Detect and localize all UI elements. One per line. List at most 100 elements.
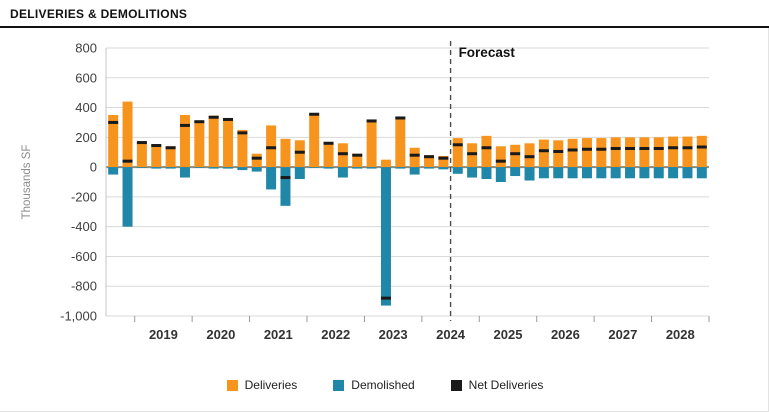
section-header: DELIVERIES & DEMOLITIONS (0, 0, 769, 28)
net-deliveries-marker (266, 146, 277, 150)
year-label: 2023 (379, 327, 408, 342)
net-deliveries-marker (352, 153, 363, 157)
y-tick-label: 600 (75, 70, 97, 85)
y-tick-label: -200 (71, 189, 97, 204)
demolished-bar (438, 167, 449, 170)
deliveries-bar (653, 137, 664, 168)
demolished-bar (352, 167, 363, 169)
demolished-bar (581, 167, 592, 179)
y-tick-label: -600 (71, 249, 97, 264)
demolished-bar (266, 167, 277, 190)
deliveries-bar (380, 159, 391, 168)
year-label: 2027 (608, 327, 637, 342)
demolished-bar (510, 167, 521, 177)
demolished-bar (639, 167, 650, 179)
y-tick-label: -800 (71, 279, 97, 294)
deliveries-bar (122, 101, 133, 168)
demolished-bar (223, 167, 234, 169)
legend-label-deliveries: Deliveries (244, 378, 298, 392)
deliveries-swatch-icon (226, 379, 238, 391)
demolished-bar (194, 167, 205, 168)
chart-canvas: -1,000 -800 -600 -400 -200 0 200 400 600 800 Forec… (21, 41, 710, 342)
demolished-bar (395, 167, 406, 169)
demolished-bar (467, 167, 478, 178)
deliveries-bar (625, 137, 636, 168)
deliveries-bar (581, 138, 592, 168)
demolished-bar (524, 167, 535, 181)
demolished-bar (452, 167, 463, 174)
net-deliveries-marker (481, 146, 492, 150)
net-deliveries-marker (682, 146, 693, 150)
net-deliveries-marker (653, 147, 664, 150)
deliveries-bar (108, 115, 119, 168)
y-tick-label: -1,000 (60, 309, 97, 324)
net-deliveries-marker (510, 152, 521, 156)
net-deliveries-marker (309, 112, 320, 116)
demolished-bar (495, 167, 506, 182)
net-deliveries-marker (179, 123, 190, 127)
deliveries-bar (481, 135, 492, 168)
deliveries-bar (179, 115, 190, 168)
legend-item-net-deliveries: Net Deliveries (450, 378, 544, 392)
year-label: 2022 (321, 327, 350, 342)
chart-card: -1,000 -800 -600 -400 -200 0 200 400 600 800 Forec… (0, 28, 769, 412)
deliveries-bar (237, 129, 248, 168)
year-label: 2021 (264, 327, 293, 342)
legend-label-net-deliveries: Net Deliveries (468, 378, 544, 392)
net-deliveries-marker (395, 116, 406, 120)
demolished-bar (151, 167, 162, 169)
demolished-swatch-icon (333, 379, 345, 391)
demolished-bar (237, 167, 248, 171)
net-deliveries-marker (524, 155, 535, 159)
deliveries-bar (596, 138, 607, 168)
net-deliveries-marker (237, 131, 248, 135)
deliveries-bar (223, 117, 234, 168)
net-deliveries-marker (409, 153, 420, 157)
demolished-bar (668, 167, 679, 179)
net-deliveries-marker (553, 149, 564, 153)
demolished-bar (682, 167, 693, 179)
net-deliveries-marker (567, 148, 578, 152)
deliveries-bar (136, 141, 147, 168)
deliveries-bar (165, 146, 176, 168)
deliveries-bar (194, 120, 205, 168)
net-deliveries-marker (251, 156, 262, 160)
net-deliveries-marker (596, 147, 607, 151)
deliveries-bar (438, 155, 449, 168)
demolished-bar (567, 167, 578, 179)
net-deliveries-marker (194, 120, 205, 124)
deliveries-bar (639, 137, 650, 168)
net-deliveries-marker (165, 146, 176, 150)
demolished-bar (323, 167, 334, 169)
demolished-bar (108, 167, 119, 175)
net-deliveries-marker (581, 147, 592, 151)
deliveries-bar (452, 138, 463, 168)
demolished-bar (653, 167, 664, 179)
deliveries-bar (409, 147, 420, 168)
deliveries-bar (151, 144, 162, 168)
net-deliveries-marker (438, 156, 449, 160)
page-title: DELIVERIES & DEMOLITIONS (10, 7, 188, 21)
net-deliveries-marker (151, 144, 162, 148)
net-deliveries-marker (538, 149, 549, 153)
deliveries-bar (424, 155, 435, 168)
y-tick-label: 400 (75, 100, 97, 115)
demolished-bar (165, 167, 176, 169)
y-tick-label: 200 (75, 130, 97, 145)
net-deliveries-marker (136, 141, 147, 145)
net-deliveries-marker (323, 141, 334, 145)
deliveries-bar (495, 146, 506, 168)
y-tick-label: -400 (71, 219, 97, 234)
net-deliveries-marker (366, 119, 377, 123)
legend-item-deliveries: Deliveries (226, 378, 298, 392)
net-deliveries-marker (122, 159, 133, 163)
year-label: 2019 (149, 327, 178, 342)
year-label: 2025 (494, 327, 523, 342)
deliveries-demolitions-chart: -1,000 -800 -600 -400 -200 0 200 400 600 800 Forec… (6, 34, 761, 356)
demolished-bar (179, 167, 190, 178)
net-deliveries-marker (208, 115, 219, 119)
demolished-bar (380, 167, 391, 306)
net-deliveries-marker (467, 152, 478, 156)
deliveries-bar (309, 113, 320, 168)
deliveries-bar (553, 140, 564, 168)
